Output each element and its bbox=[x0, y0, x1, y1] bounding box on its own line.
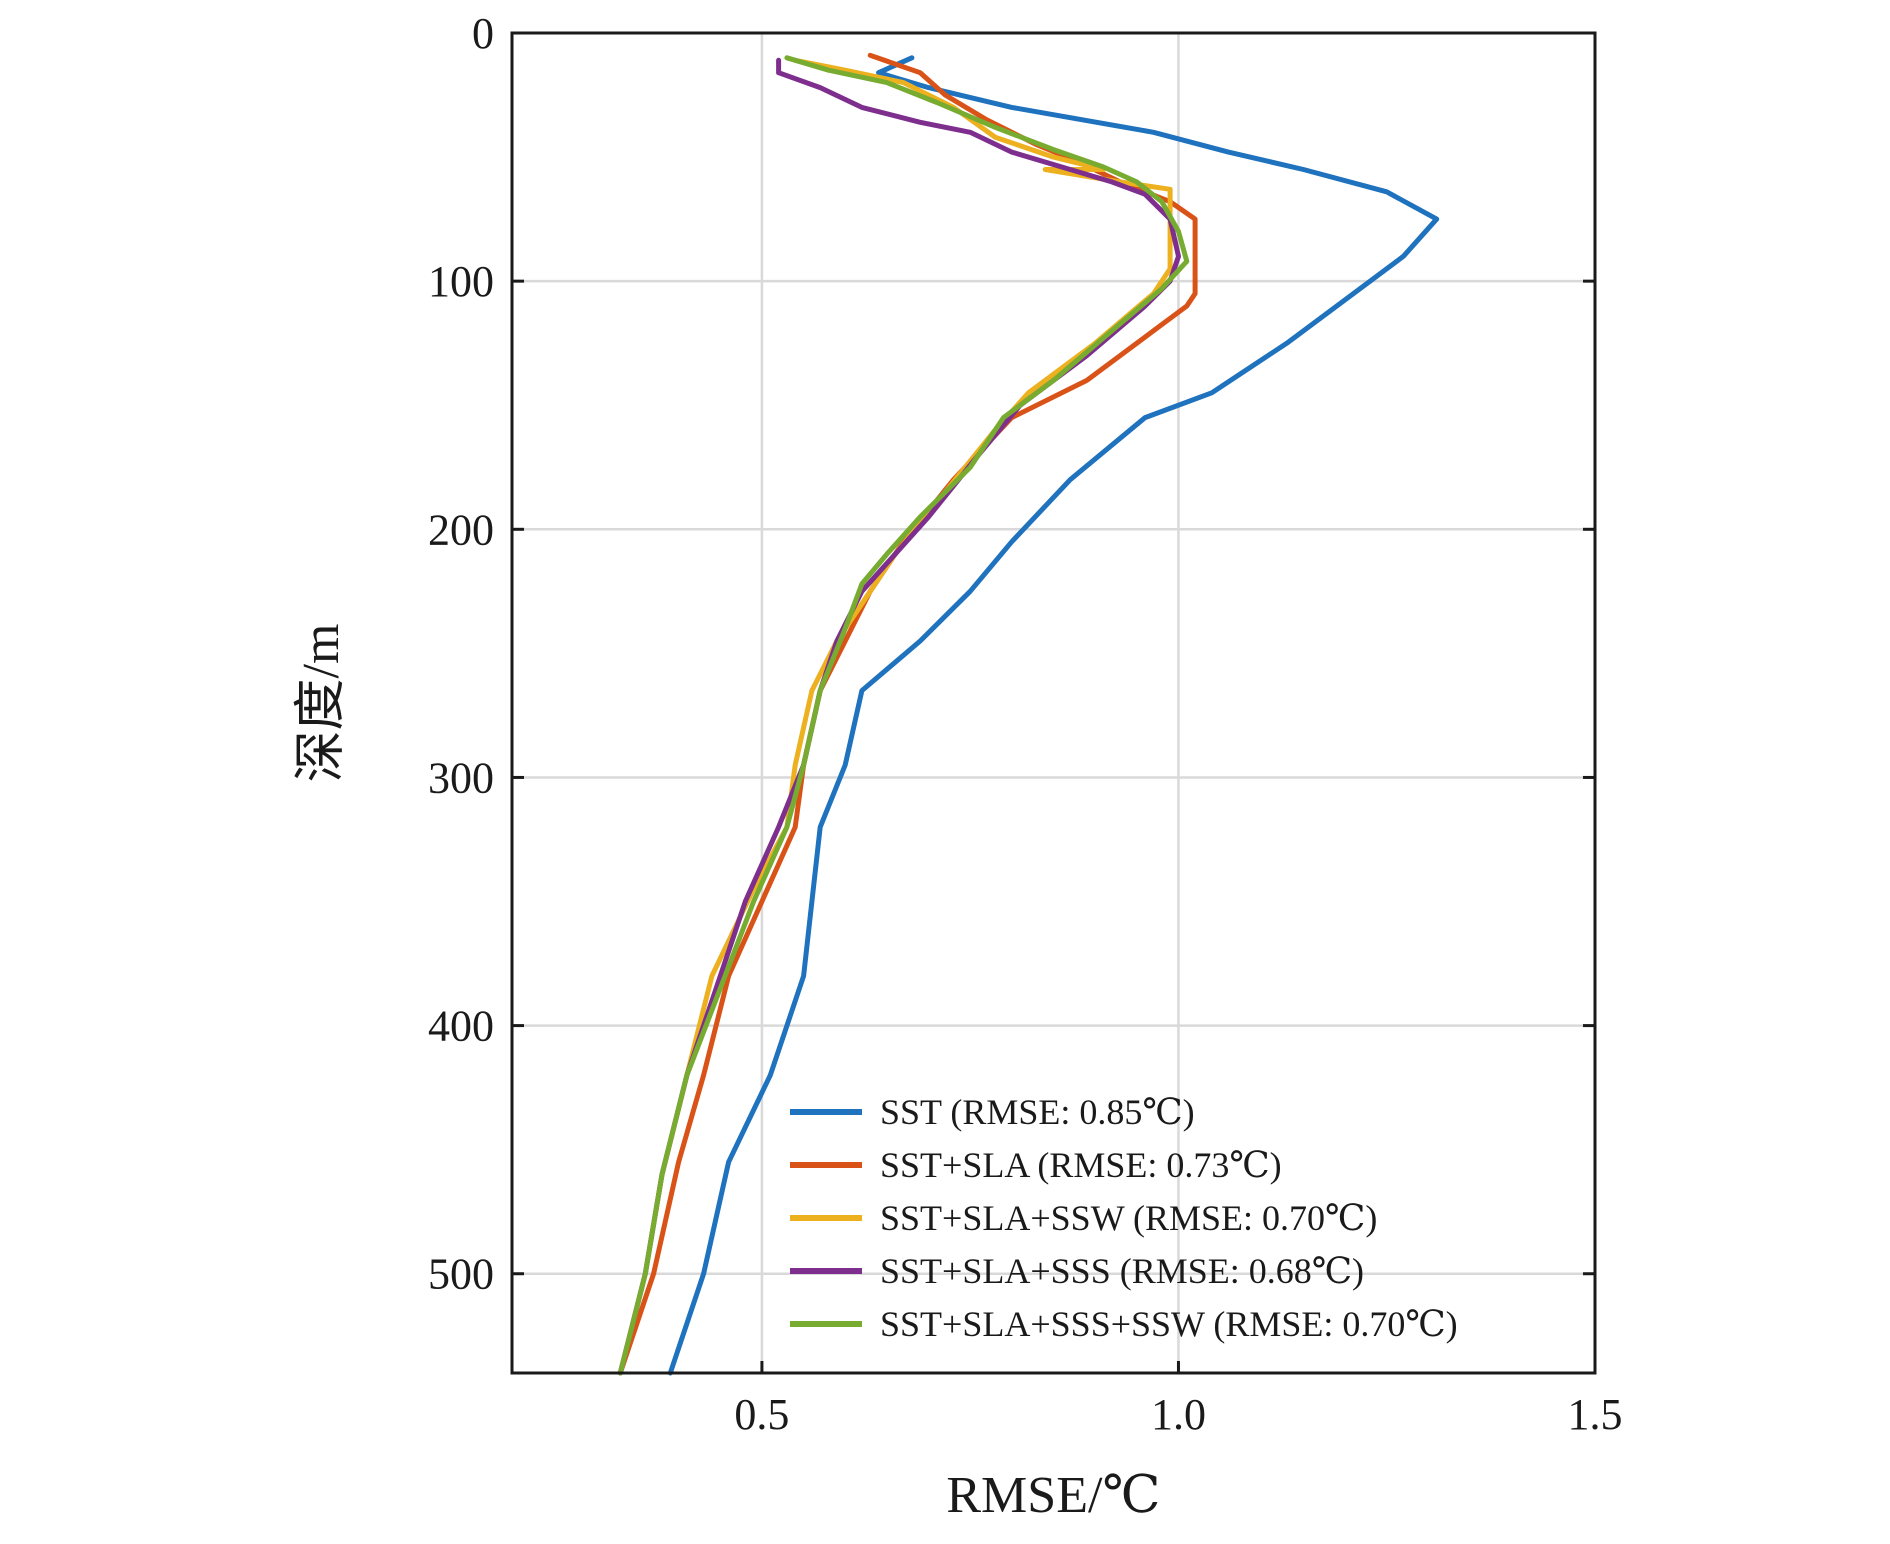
y-tick-label: 200 bbox=[428, 505, 494, 554]
x-tick-label: 1.5 bbox=[1568, 1390, 1623, 1439]
series-line-1 bbox=[667, 55, 1440, 1376]
legend-label-4: SST+SLA+SSS (RMSE: 0.68℃) bbox=[880, 1251, 1364, 1291]
x-axis-title: RMSE/℃ bbox=[946, 1467, 1160, 1524]
series-line-5 bbox=[617, 55, 1190, 1376]
series-layer bbox=[617, 52, 1440, 1376]
legend-label-5: SST+SLA+SSS+SSW (RMSE: 0.70℃) bbox=[880, 1304, 1458, 1344]
legend-label-3: SST+SLA+SSW (RMSE: 0.70℃) bbox=[880, 1198, 1377, 1238]
y-tick-label: 100 bbox=[428, 257, 494, 306]
legend: SST (RMSE: 0.85℃) SST+SLA (RMSE: 0.73℃) SS… bbox=[790, 1092, 1458, 1344]
legend-label-2: SST+SLA (RMSE: 0.73℃) bbox=[880, 1145, 1282, 1185]
y-axis-title: 深度/m bbox=[293, 624, 350, 783]
y-tick-label: 400 bbox=[428, 1002, 494, 1051]
plot-frame bbox=[510, 31, 1597, 1375]
ticks-layer: 0.5 1.0 1.5 0 100 200 300 400 500 bbox=[428, 9, 1623, 1439]
x-tick-label: 0.5 bbox=[734, 1390, 789, 1439]
y-tick-label: 500 bbox=[428, 1250, 494, 1299]
y-tick-label: 0 bbox=[472, 9, 494, 58]
legend-label-1: SST (RMSE: 0.85℃) bbox=[880, 1092, 1195, 1132]
x-tick-label: 1.0 bbox=[1151, 1390, 1206, 1439]
y-tick-label: 300 bbox=[428, 753, 494, 802]
